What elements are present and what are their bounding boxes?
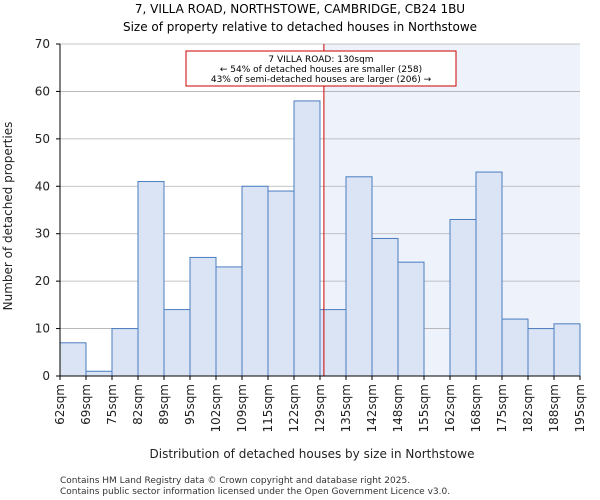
bar bbox=[397, 261, 425, 377]
bar bbox=[241, 185, 269, 377]
bar bbox=[267, 190, 295, 377]
x-tick-label: 62sqm bbox=[53, 384, 67, 425]
x-tick-label: 182sqm bbox=[521, 384, 535, 432]
y-tick-label: 0 bbox=[42, 369, 50, 383]
bars-group bbox=[59, 100, 581, 377]
x-axis-label: Distribution of detached houses by size … bbox=[150, 447, 475, 461]
bar bbox=[85, 370, 113, 377]
x-tick-label: 142sqm bbox=[365, 384, 379, 432]
y-tick-label: 10 bbox=[35, 322, 50, 336]
bar bbox=[111, 328, 139, 377]
bar bbox=[449, 218, 477, 377]
x-tick-label: 129sqm bbox=[313, 384, 327, 432]
x-tick-label: 162sqm bbox=[443, 384, 457, 432]
chart-subtitle: Size of property relative to detached ho… bbox=[123, 20, 477, 34]
x-tick-label: 155sqm bbox=[417, 384, 431, 432]
y-tick-label: 40 bbox=[35, 179, 50, 193]
bar bbox=[553, 323, 581, 377]
chart-title: 7, VILLA ROAD, NORTHSTOWE, CAMBRIDGE, CB… bbox=[135, 2, 465, 16]
bar bbox=[527, 328, 555, 377]
annotation-line-2: ← 54% of detached houses are smaller (25… bbox=[220, 65, 422, 75]
bar bbox=[475, 171, 503, 377]
x-tick-label: 195sqm bbox=[573, 384, 587, 432]
x-tick-label: 175sqm bbox=[495, 384, 509, 432]
x-tick-label: 89sqm bbox=[157, 384, 171, 425]
y-tick-label: 70 bbox=[35, 37, 50, 51]
annotation-box: 7 VILLA ROAD: 130sqm ← 54% of detached h… bbox=[185, 50, 457, 87]
axes bbox=[56, 43, 581, 380]
bar bbox=[59, 342, 87, 377]
bar bbox=[137, 181, 165, 377]
x-tick-label: 148sqm bbox=[391, 384, 405, 432]
y-tick-labels: 0 10 20 30 40 50 60 70 bbox=[35, 37, 50, 383]
x-tick-label: 75sqm bbox=[105, 384, 119, 425]
y-axis-label: Number of detached properties bbox=[1, 122, 15, 311]
x-tick-labels: 62sqm 69sqm 75sqm 82sqm 89sqm 95sqm 102sqm 109s… bbox=[53, 384, 587, 432]
x-tick-label: 122sqm bbox=[287, 384, 301, 432]
y-tick-label: 20 bbox=[35, 274, 50, 288]
bar bbox=[345, 176, 373, 377]
annotation-line-1: 7 VILLA ROAD: 130sqm bbox=[268, 55, 373, 65]
bar bbox=[189, 256, 217, 377]
footer-line-2: Contains public sector information licen… bbox=[60, 487, 450, 497]
x-tick-label: 188sqm bbox=[547, 384, 561, 432]
x-tick-label: 109sqm bbox=[235, 384, 249, 432]
bar bbox=[501, 318, 529, 377]
y-tick-label: 50 bbox=[35, 132, 50, 146]
bar bbox=[371, 237, 399, 377]
x-tick-label: 168sqm bbox=[469, 384, 483, 432]
x-tick-label: 115sqm bbox=[261, 384, 275, 432]
x-tick-label: 82sqm bbox=[131, 384, 145, 425]
bar bbox=[163, 309, 191, 377]
bar bbox=[293, 100, 321, 377]
bar bbox=[215, 266, 243, 377]
x-tick-label: 135sqm bbox=[339, 384, 353, 432]
x-tick-label: 69sqm bbox=[79, 384, 93, 425]
footer-line-1: Contains HM Land Registry data © Crown c… bbox=[60, 476, 410, 486]
y-tick-label: 30 bbox=[35, 227, 50, 241]
y-tick-label: 60 bbox=[35, 84, 50, 98]
x-tick-label: 102sqm bbox=[209, 384, 223, 432]
annotation-frame bbox=[185, 50, 457, 87]
annotation-line-3: 43% of semi-detached houses are larger (… bbox=[211, 75, 432, 85]
x-tick-label: 95sqm bbox=[183, 384, 197, 425]
